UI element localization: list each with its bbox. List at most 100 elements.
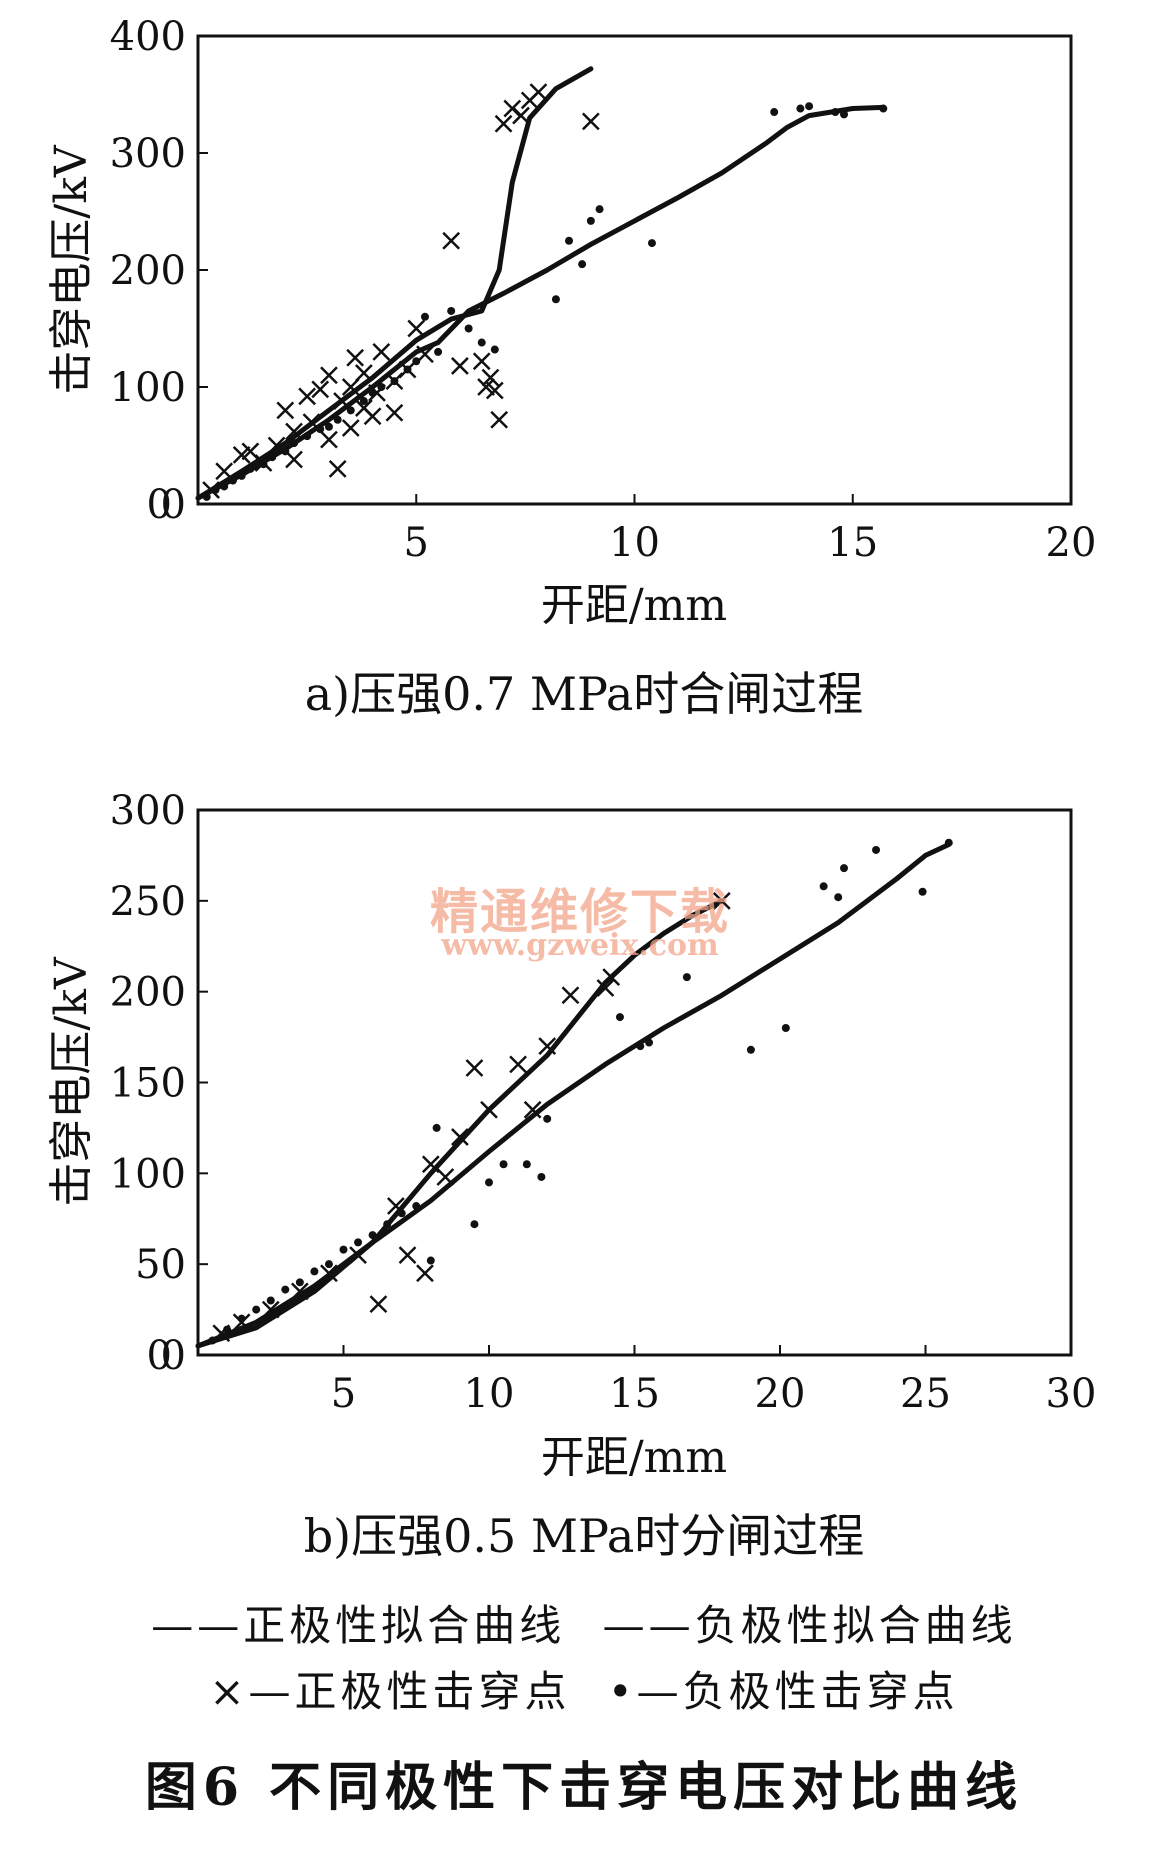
positive-breakdown-point (372, 343, 391, 361)
positive-breakdown-point (538, 1037, 557, 1056)
positive-breakdown-point (261, 1300, 280, 1319)
positive-breakdown-point (596, 979, 615, 997)
negative-breakdown-point (403, 365, 412, 374)
negative-breakdown-point (872, 845, 881, 854)
positive-breakdown-point (602, 968, 621, 987)
negative-breakdown-point (485, 1178, 493, 1187)
negative-breakdown-point (295, 1278, 304, 1287)
figure-title: 图6 不同极性下击穿电压对比曲线 (144, 1757, 1024, 1818)
negative-breakdown-point (316, 425, 325, 434)
negative-breakdown-point (918, 887, 927, 896)
negative-breakdown-point (324, 1260, 333, 1269)
negative-breakdown-point (346, 406, 355, 415)
negative-breakdown-point (412, 357, 421, 366)
positive-breakdown-point (712, 891, 731, 910)
y-tick-label: 50 (135, 1242, 186, 1288)
positive-breakdown-point (436, 1168, 455, 1186)
y-axis-label: 击穿电压/kV (46, 956, 97, 1206)
y-tick-label: 200 (110, 248, 186, 294)
y-tick-label: 0 (161, 482, 186, 528)
positive-breakdown-point (320, 1264, 338, 1283)
watermark-url: www.gzweix.com (441, 928, 719, 963)
positive-breakdown-point (451, 1128, 469, 1146)
negative-breakdown-point (377, 383, 386, 391)
negative-breakdown-point (432, 1123, 441, 1132)
legend-row-1: ——正极性拟合曲线 ——负极性拟合曲线 (0, 1592, 1168, 1653)
positive-breakdown-point (276, 401, 295, 420)
positive-breakdown-point (421, 1155, 440, 1174)
negative-breakdown-point (202, 492, 211, 501)
negative-breakdown-point (252, 1305, 261, 1314)
positive-breakdown-point (494, 114, 513, 133)
negative-breakdown-point (412, 1202, 421, 1211)
negative-breakdown-point (615, 1013, 624, 1022)
negative-breakdown-point (310, 1267, 319, 1276)
negative-breakdown-point (368, 1231, 377, 1240)
x-tick-label: 25 (900, 1371, 951, 1417)
positive-breakdown-point (363, 407, 382, 426)
legend-negative-fit: ——负极性拟合曲线 (602, 1601, 1017, 1650)
negative-breakdown-point (834, 893, 843, 902)
negative-breakdown-point (303, 432, 312, 441)
positive-breakdown-point (581, 112, 600, 131)
positive-breakdown-point (407, 319, 426, 338)
positive-breakdown-point (490, 410, 509, 429)
negative-breakdown-point (368, 388, 377, 397)
negative-breakdown-point (805, 102, 814, 111)
negative-breakdown-point (636, 1042, 645, 1051)
negative-breakdown-point (390, 377, 399, 386)
positive-breakdown-point (285, 450, 303, 469)
legend-negative-points: •—负极性击穿点 (607, 1667, 959, 1716)
negative-breakdown-point (420, 312, 429, 321)
positive-breakdown-point (369, 1295, 388, 1314)
positive-breakdown-point (472, 352, 491, 371)
negative-breakdown-point (831, 108, 840, 117)
legend-positive-points: ×—正极性击穿点 (209, 1667, 571, 1716)
negative-breakdown-point (781, 1024, 790, 1032)
negative-breakdown-point (434, 347, 443, 356)
y-tick-label: 0 (161, 1333, 186, 1379)
negative-breakdown-point (682, 973, 691, 982)
positive-breakdown-point (285, 422, 303, 441)
origin-label: 0 (147, 1333, 172, 1379)
negative-breakdown-point (354, 1238, 363, 1247)
negative-breakdown-point (426, 1256, 435, 1265)
positive-breakdown-point (561, 986, 580, 1005)
negative-breakdown-point (944, 838, 953, 847)
negative-breakdown-point (647, 239, 656, 248)
positive-breakdown-point (320, 430, 338, 449)
positive-breakdown-point (480, 1100, 498, 1119)
positive-breakdown-point (298, 387, 317, 406)
x-tick-label: 20 (755, 1371, 806, 1417)
y-tick-label: 100 (110, 365, 186, 411)
y-tick-label: 250 (110, 879, 186, 925)
negative-breakdown-point (819, 882, 828, 891)
x-axis-label: 开距/mm (541, 1432, 727, 1483)
y-tick-label: 100 (110, 1151, 186, 1197)
negative-breakdown-point (464, 324, 473, 333)
negative-breakdown-point (266, 1296, 275, 1305)
x-axis-label: 开距/mm (541, 580, 727, 631)
negative-breakdown-point (470, 1220, 479, 1229)
negative-breakdown-point (281, 447, 290, 456)
positive-breakdown-point (509, 1055, 527, 1074)
negative-breakdown-point (333, 415, 342, 424)
y-tick-label: 200 (110, 970, 186, 1016)
negative-breakdown-point (796, 104, 805, 113)
positive-breakdown-point (451, 357, 469, 375)
positive-breakdown-point (385, 403, 404, 422)
positive-breakdown-point (333, 392, 351, 410)
positive-breakdown-point (523, 1100, 542, 1119)
negative-breakdown-point (259, 460, 268, 469)
positive-breakdown-point (328, 460, 347, 478)
negative-breakdown-point (770, 108, 779, 117)
legend-positive-fit: ——正极性拟合曲线 (151, 1601, 566, 1650)
positive-breakdown-point (442, 231, 461, 250)
y-tick-label: 300 (110, 788, 186, 834)
negative-breakdown-point (840, 110, 849, 119)
positive-breakdown-point (311, 380, 330, 399)
plot-frame (196, 34, 1073, 506)
